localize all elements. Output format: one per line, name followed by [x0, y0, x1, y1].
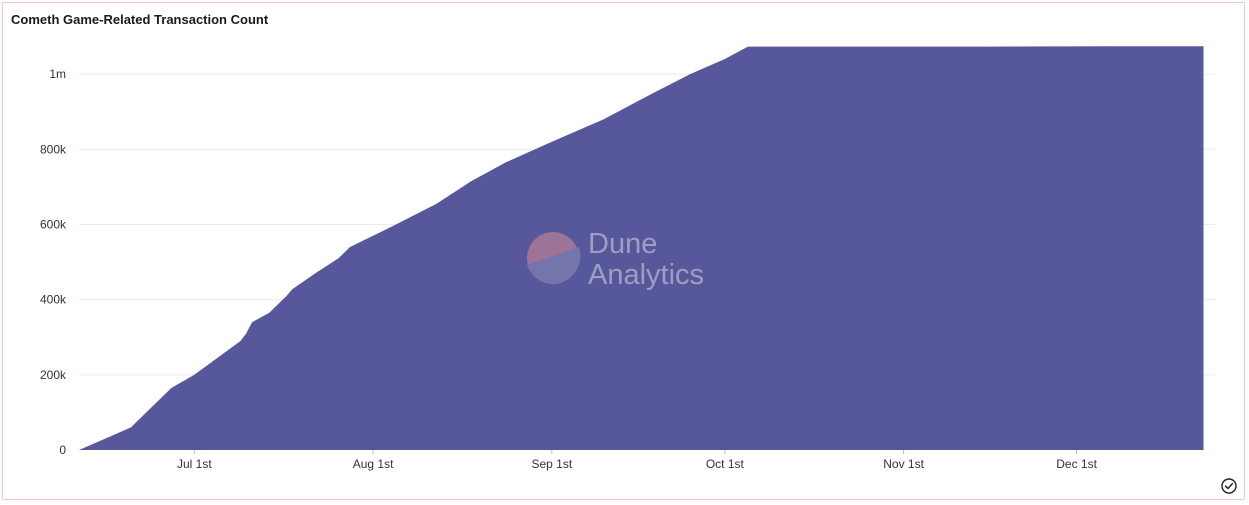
- y-tick-label: 600k: [40, 217, 67, 231]
- x-tick-label: Nov 1st: [883, 457, 924, 471]
- x-tick-label: Jul 1st: [177, 457, 212, 471]
- watermark-logo-lower-icon: [527, 247, 581, 284]
- check-circle-icon[interactable]: [1221, 478, 1237, 494]
- x-tick-label: Oct 1st: [706, 457, 745, 471]
- x-tick-label: Dec 1st: [1056, 457, 1097, 471]
- x-tick-label: Sep 1st: [532, 457, 573, 471]
- x-axis: Jul 1st Aug 1st Sep 1st Oct 1st Nov 1st Dec 1…: [177, 450, 1098, 471]
- watermark-line1: Dune: [588, 228, 657, 260]
- y-tick-label: 400k: [40, 293, 67, 307]
- watermark-line2: Analytics: [588, 259, 704, 291]
- area-series: [79, 46, 1204, 451]
- x-tick-label: Aug 1st: [353, 457, 394, 471]
- y-tick-label: 1m: [49, 67, 66, 81]
- y-tick-label: 800k: [40, 142, 67, 156]
- y-tick-label: 0: [59, 443, 66, 457]
- dune-analytics-watermark: Dune Analytics: [527, 228, 704, 291]
- y-axis: 0 200k 400k 600k 800k 1m: [40, 67, 67, 457]
- y-tick-label: 200k: [40, 368, 67, 382]
- chart-title: Cometh Game-Related Transaction Count: [11, 12, 269, 27]
